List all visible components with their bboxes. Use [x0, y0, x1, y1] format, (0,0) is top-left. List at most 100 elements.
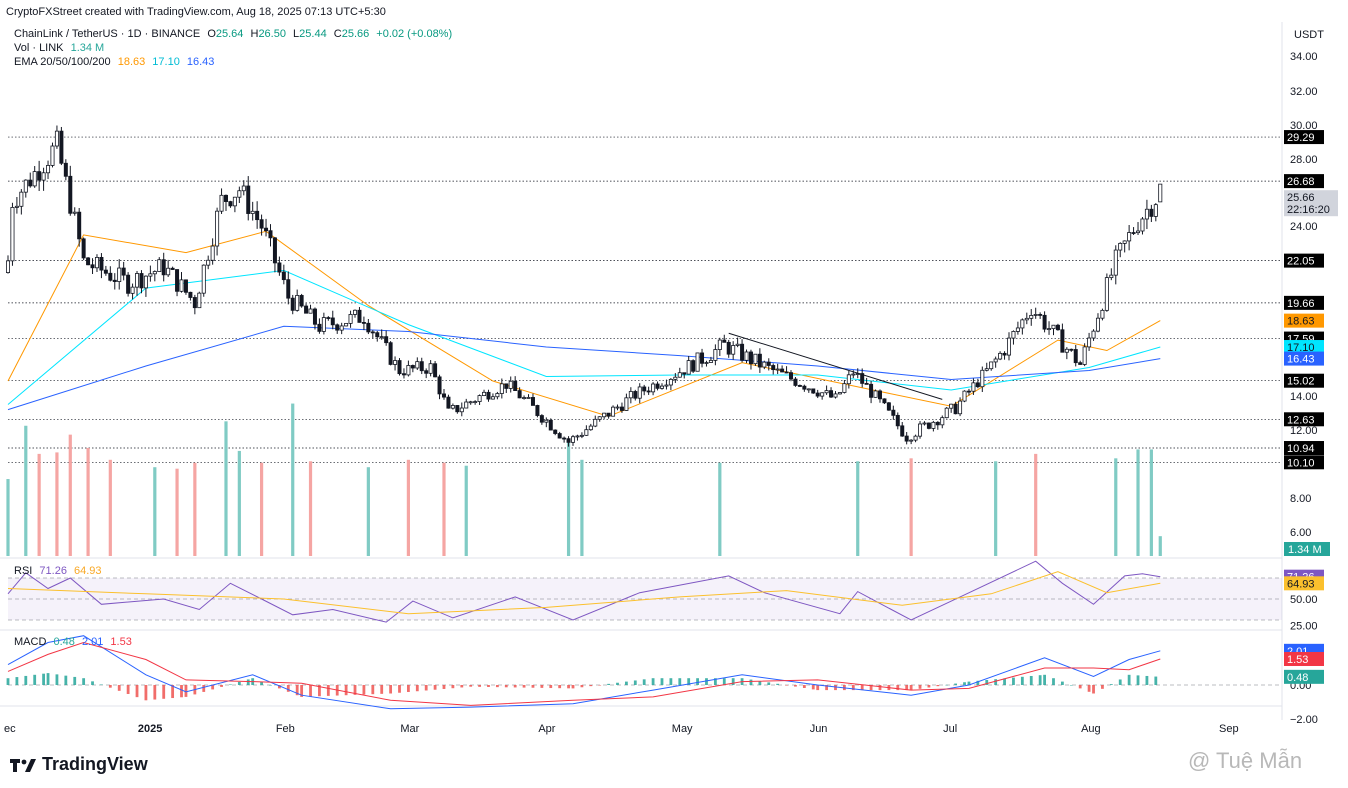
candle-body	[722, 339, 727, 343]
candle-body	[81, 238, 86, 259]
volume-bar	[55, 452, 59, 556]
macd-hist-bar	[237, 681, 241, 685]
candle-body	[673, 376, 678, 380]
candle-body	[384, 336, 389, 344]
candle-body	[869, 383, 874, 398]
macd-hist-bar	[722, 678, 726, 685]
candle-body	[326, 317, 331, 319]
candle-body	[593, 418, 598, 427]
time-tick: May	[672, 723, 693, 735]
candle-body	[192, 297, 197, 309]
candles-layer	[6, 125, 1163, 447]
macd-hist-bar	[1060, 681, 1064, 685]
candle-body	[1069, 348, 1074, 351]
candle-body	[370, 331, 375, 334]
volume-bar	[994, 461, 998, 556]
macd-hist-bar	[82, 678, 86, 685]
volume-bar	[1034, 453, 1038, 556]
candle-body	[1073, 349, 1078, 364]
candle-body	[611, 406, 616, 417]
macd-hist-bar	[398, 685, 401, 693]
macd-hist-bar	[642, 679, 646, 685]
candle-body	[339, 325, 344, 331]
macd-hist-bar	[513, 685, 517, 688]
candle-body	[486, 391, 491, 400]
candle-body	[152, 271, 157, 275]
macd-hist-bar	[1154, 676, 1158, 685]
candle-body	[704, 362, 709, 364]
macd-value: 2.01	[81, 636, 104, 648]
candle-body	[50, 145, 55, 166]
candle-body	[886, 402, 891, 411]
macd-hist-bar	[976, 680, 980, 685]
rsi-pane	[7, 560, 1282, 623]
candle-body	[464, 401, 469, 409]
candle-body	[99, 256, 104, 271]
candle-body	[619, 406, 624, 411]
rsi-ma-line	[7, 571, 1161, 615]
candle-body	[691, 360, 696, 372]
candle-body	[1131, 232, 1136, 234]
time-tick: ec	[4, 723, 16, 735]
watermark: @ Tuệ Mẫn	[1188, 748, 1303, 773]
candle-body	[575, 435, 580, 438]
candle-body	[891, 409, 896, 416]
candle-body	[6, 260, 11, 273]
macd-tick: −2.00	[1290, 714, 1318, 726]
candle-body	[771, 365, 776, 371]
candle-body	[210, 245, 215, 261]
candle-body	[353, 309, 358, 315]
macd-hist-bar	[15, 677, 19, 685]
candle-body	[446, 396, 451, 409]
macd-hist-bar	[126, 685, 130, 694]
macd-hist-bar	[927, 685, 931, 688]
candle-body	[108, 272, 113, 281]
change-value: +0.02 (+0.08%)	[376, 28, 453, 40]
macd-hist-bar	[442, 685, 446, 689]
candle-body	[802, 385, 807, 390]
candle-body	[219, 194, 224, 212]
signal-value: 1.53	[110, 636, 132, 648]
rsi-tick: 25.00	[1290, 620, 1318, 632]
tradingview-logo[interactable]: TradingView	[10, 754, 148, 775]
candle-body	[348, 313, 353, 324]
price-tick: 8.00	[1290, 493, 1311, 505]
candle-body	[473, 401, 478, 403]
rsi-legend: RSI 71.26 64.93	[14, 565, 106, 577]
volume-bar	[1149, 449, 1153, 556]
time-tick: Feb	[276, 723, 295, 735]
candle-body	[126, 274, 131, 294]
candle-body	[366, 322, 371, 333]
candle-body	[913, 435, 918, 441]
candle-body	[966, 390, 971, 393]
candle-body	[450, 405, 455, 409]
volume-bar	[442, 462, 446, 556]
macd-label: MACD	[14, 636, 47, 648]
candle-body	[766, 361, 771, 366]
candle-body	[312, 308, 317, 325]
open-label: O	[207, 28, 216, 40]
candle-body	[682, 372, 687, 375]
macd-hist-bar	[1109, 684, 1113, 685]
macd-hist-bar	[936, 685, 940, 687]
candle-body	[1042, 314, 1047, 330]
candle-body	[717, 339, 722, 350]
candle-body	[922, 422, 927, 425]
macd-hist-bar	[811, 685, 815, 690]
volume-pane	[6, 403, 1162, 556]
volume-bar	[193, 462, 197, 556]
price-unit: USDT	[1294, 29, 1324, 41]
macd-hist-bar	[660, 678, 664, 685]
candle-body	[255, 210, 260, 221]
candle-body	[1127, 232, 1132, 242]
candle-body	[166, 267, 171, 276]
macd-hist-bar	[277, 685, 281, 689]
ema50-line	[7, 269, 1161, 405]
candle-body	[41, 172, 46, 181]
candle-body	[940, 417, 945, 426]
last-price: 25.66	[1287, 192, 1315, 204]
candle-body	[975, 382, 980, 388]
candle-body	[277, 262, 282, 273]
macd-hist-bar	[825, 685, 828, 691]
